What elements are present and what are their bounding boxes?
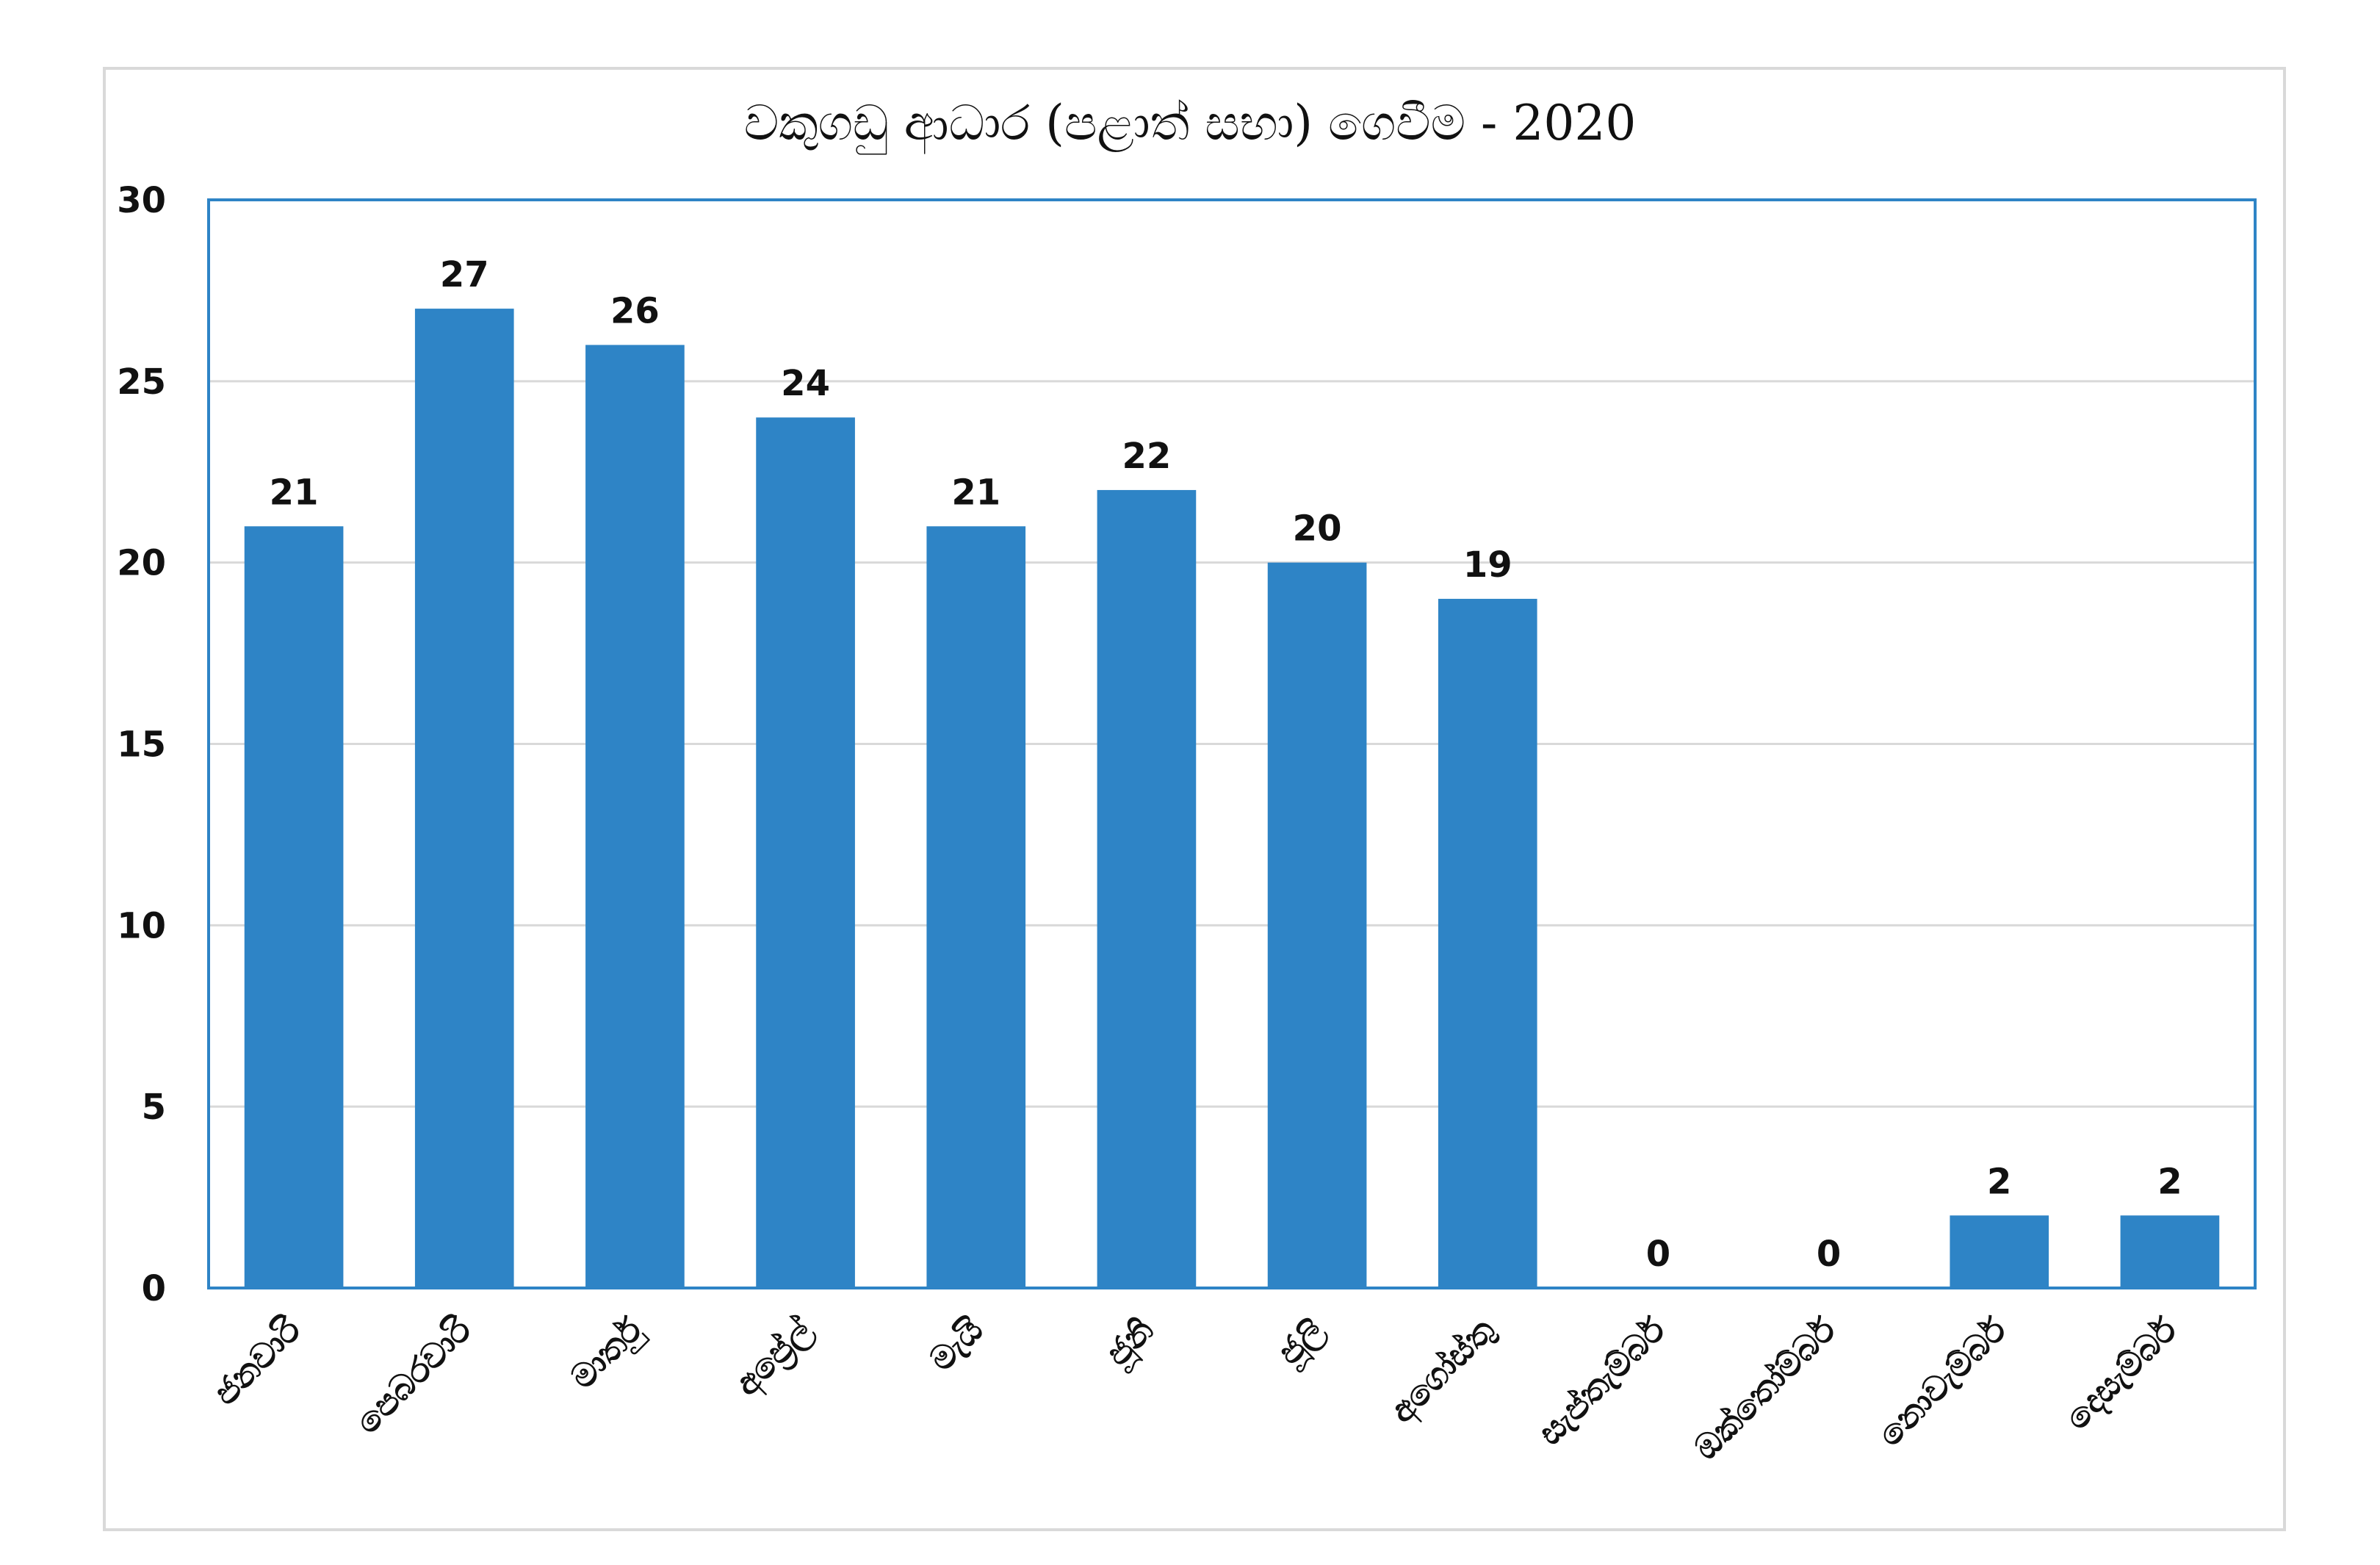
y-tick-label: 30 bbox=[117, 180, 166, 221]
x-category-label: ජනවාරි bbox=[206, 1309, 309, 1413]
x-category-label: පෙබරවාරි bbox=[347, 1309, 480, 1442]
data-label: 20 bbox=[1293, 508, 1342, 550]
bar bbox=[1267, 562, 1367, 1288]
x-category-label: අප්‍රේල් bbox=[726, 1309, 823, 1406]
y-tick-label: 15 bbox=[117, 724, 166, 766]
gridlines bbox=[209, 380, 2255, 1108]
x-category-label: අගෝස්තු bbox=[1382, 1309, 1504, 1432]
x-category-label: ඔක්තෝම්බර් bbox=[1686, 1309, 1844, 1467]
x-category-label: දෙසැම්බර් bbox=[2057, 1309, 2187, 1439]
bar bbox=[585, 345, 685, 1288]
x-category-label: මාර්තු bbox=[563, 1309, 652, 1398]
y-tick-label: 20 bbox=[117, 543, 166, 584]
x-axis-category-labels: ජනවාරි පෙබරවාරි මාර්තු අප්‍රේල් මැයි ජූනි ජූලි… bbox=[206, 1309, 2187, 1467]
y-tick-label: 5 bbox=[142, 1087, 166, 1128]
x-category-label: ජූනි bbox=[1097, 1310, 1164, 1376]
bar bbox=[1438, 599, 1537, 1288]
data-label: 26 bbox=[610, 290, 660, 331]
bar bbox=[1950, 1215, 2049, 1288]
bar bbox=[756, 417, 855, 1289]
data-label: 24 bbox=[781, 363, 830, 404]
x-category-label: නොවැම්බර් bbox=[1869, 1309, 2014, 1454]
bar bbox=[244, 526, 344, 1288]
data-label: 0 bbox=[1646, 1234, 1670, 1275]
y-tick-label: 0 bbox=[142, 1268, 166, 1309]
x-category-label: සැප්තැම්බර් bbox=[1530, 1309, 1673, 1453]
bar bbox=[414, 309, 514, 1289]
data-label: 22 bbox=[1122, 436, 1172, 477]
bar bbox=[1097, 489, 1197, 1288]
y-axis-tick-labels: 0 5 10 15 20 25 30 bbox=[117, 180, 166, 1309]
y-tick-label: 10 bbox=[117, 905, 166, 946]
y-tick-label: 25 bbox=[117, 361, 166, 403]
data-label: 19 bbox=[1463, 544, 1512, 586]
x-category-label: මැයි bbox=[921, 1310, 990, 1379]
data-label: 27 bbox=[440, 254, 489, 295]
bars bbox=[244, 309, 2220, 1289]
chart-title: වකුගඩු ආධාර (පළාත් සභා) ගෙවීම - 2020 bbox=[744, 95, 1637, 154]
x-category-label: ජූලි bbox=[1269, 1310, 1335, 1375]
data-label: 0 bbox=[1817, 1234, 1841, 1275]
data-label: 21 bbox=[951, 472, 1000, 513]
bar bbox=[2120, 1215, 2220, 1288]
bar bbox=[926, 526, 1026, 1288]
data-label: 21 bbox=[270, 472, 319, 513]
data-label: 2 bbox=[2157, 1161, 2182, 1202]
data-label: 2 bbox=[1987, 1161, 2011, 1202]
plot-area-border bbox=[207, 198, 2257, 1289]
